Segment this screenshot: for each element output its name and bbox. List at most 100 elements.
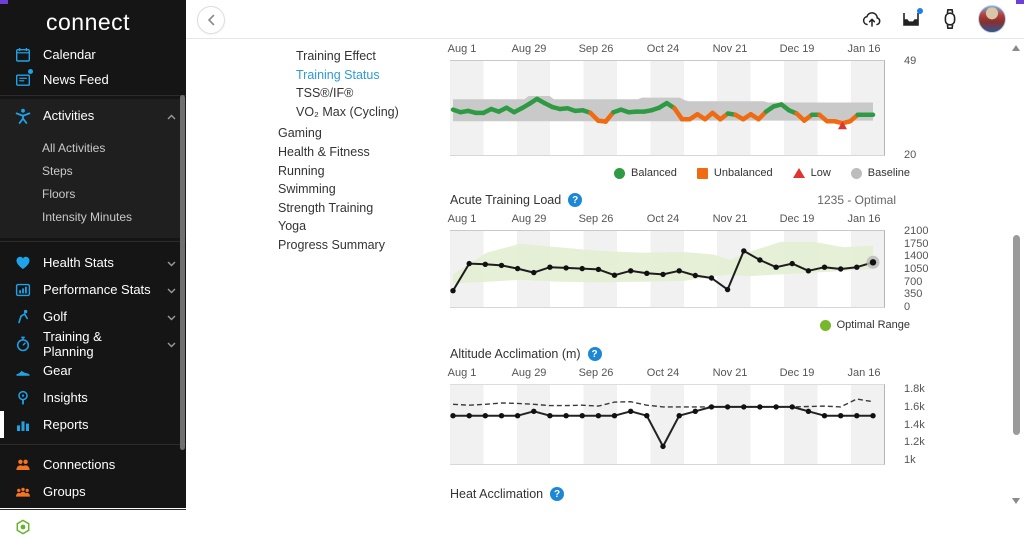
nav-item-progress-summary[interactable]: Progress Summary: [278, 237, 385, 252]
sidebar-item-label: Health Stats: [43, 255, 114, 270]
notifications-tray-icon[interactable]: [900, 8, 923, 30]
chevron-down-icon: [167, 282, 176, 297]
connect-logo[interactable]: connect: [46, 9, 131, 35]
acute-training-load-plot: [450, 230, 885, 308]
x-axis-labels: Aug 1 Aug 29 Sep 26 Oct 24 Nov 21 Dec 19 Jan 1…: [447, 213, 881, 225]
chart-title: Altitude Acclimation (m): [450, 347, 581, 361]
help-icon[interactable]: ?: [587, 347, 602, 361]
nav-item-swimming[interactable]: Swimming: [278, 182, 336, 197]
sidebar-item-all-activities[interactable]: All Activities: [42, 140, 106, 155]
reports-nav-menu: Training Effect Training Status TSS®/IF®…: [278, 47, 446, 255]
back-button[interactable]: [197, 6, 225, 34]
sidebar-divider: [0, 95, 186, 96]
nav-item-training-effect[interactable]: Training Effect: [296, 49, 376, 63]
sidebar-item-golf[interactable]: Golf: [0, 303, 186, 330]
chevron-up-icon: [167, 108, 176, 123]
charts-column: Aug 1 Aug 29 Sep 26 Oct 24 Nov 21 Dec 19 Jan 1…: [447, 43, 950, 501]
current-value-label: 1235 - Optimal: [817, 193, 896, 207]
sidebar-item-label: Gear: [43, 363, 72, 378]
sidebar-item-performance-stats[interactable]: Performance Stats: [0, 276, 186, 303]
sidebar-item-label: Activities: [43, 108, 95, 123]
nav-item-tss-if[interactable]: TSS®/IF®: [296, 86, 354, 101]
insights-pin-icon: [14, 389, 31, 406]
sidebar-item-gear[interactable]: Gear: [0, 357, 186, 384]
sidebar-item-label: News Feed: [43, 72, 109, 87]
calendar-icon: [14, 46, 31, 63]
chevron-down-icon: [167, 309, 176, 324]
page-scrollbar-thumb[interactable]: [1013, 235, 1020, 435]
sidebar-item-connections[interactable]: Connections: [0, 451, 186, 478]
sidebar-item-steps[interactable]: Steps: [42, 163, 73, 178]
activities-icon: [14, 107, 31, 124]
scroll-up-arrow[interactable]: [1012, 45, 1020, 51]
help-icon[interactable]: ?: [550, 487, 565, 501]
nav-item-gaming[interactable]: Gaming: [278, 126, 322, 141]
acute-training-load-chart: Acute Training Load ? 1235 - Optimal Aug…: [447, 193, 950, 331]
sidebar-item-label: Badges: [43, 519, 88, 535]
notification-badge: [917, 8, 923, 14]
sidebar-item-intensity-minutes[interactable]: Intensity Minutes: [42, 209, 133, 224]
chart-title: Heat Acclimation: [450, 487, 544, 501]
sidebar-item-news-feed[interactable]: News Feed: [0, 67, 186, 92]
page-scrollbar[interactable]: [1009, 39, 1023, 508]
cloud-sync-icon[interactable]: [861, 8, 883, 30]
nav-item-strength-training[interactable]: Strength Training: [278, 200, 374, 215]
shoe-icon: [14, 362, 31, 379]
activities-group: Activities All Activities Steps Floors I…: [0, 99, 186, 238]
nav-item-running[interactable]: Running: [278, 163, 325, 178]
training-status-plot: [450, 60, 885, 156]
badge-hexagon-icon: [14, 519, 31, 536]
nav-item-health-fitness[interactable]: Health & Fitness: [278, 144, 370, 159]
screen-corner-artifact: [0, 0, 8, 4]
chart-title: Acute Training Load: [450, 193, 562, 207]
x-axis-labels: Aug 1 Aug 29 Sep 26 Oct 24 Nov 21 Dec 19 Jan 1…: [447, 367, 881, 379]
connections-people-icon: [14, 456, 31, 473]
sidebar-item-floors[interactable]: Floors: [42, 186, 76, 201]
main-content: Training Effect Training Status TSS®/IF®…: [186, 39, 1024, 508]
sidebar-item-health-stats[interactable]: Health Stats: [0, 249, 186, 276]
golfer-icon: [14, 308, 31, 325]
sidebar-item-calendar[interactable]: Calendar: [0, 42, 186, 67]
sidebar-scrollbar-thumb[interactable]: [180, 95, 185, 450]
sidebar-divider: [0, 241, 186, 242]
chevron-down-icon: [167, 255, 176, 270]
altitude-acclimation-chart: Altitude Acclimation (m) ? Aug 1 Aug 29 Se…: [447, 347, 950, 466]
sidebar-divider: [0, 444, 186, 445]
sidebar-item-label: Connections: [43, 457, 116, 472]
heat-acclimation-chart: Heat Acclimation ?: [450, 487, 950, 501]
sidebar-item-label: Golf: [43, 309, 67, 324]
training-status-chart: Aug 1 Aug 29 Sep 26 Oct 24 Nov 21 Dec 19 Jan 1…: [447, 43, 950, 179]
sidebar-item-activities[interactable]: Activities: [0, 101, 186, 130]
device-watch-icon[interactable]: [939, 8, 961, 30]
stopwatch-icon: [14, 335, 31, 352]
sidebar-divider: [0, 509, 186, 510]
sidebar-item-badges[interactable]: Badges: [0, 513, 186, 541]
performance-chart-icon: [14, 281, 31, 298]
acute-training-load-legend: Optimal Range: [450, 319, 910, 331]
nav-item-yoga[interactable]: Yoga: [278, 219, 307, 234]
help-icon[interactable]: ?: [568, 193, 583, 207]
nav-item-training-status[interactable]: Training Status: [296, 67, 380, 82]
screen-corner-artifact: [1016, 0, 1024, 4]
sidebar-item-groups[interactable]: Groups: [0, 478, 186, 505]
heart-icon: [14, 254, 31, 271]
top-bar: [186, 0, 1024, 39]
avatar[interactable]: [978, 5, 1006, 33]
scroll-down-arrow[interactable]: [1012, 498, 1020, 504]
sidebar-item-label: Calendar: [43, 47, 96, 62]
sidebar-item-label: Performance Stats: [43, 282, 151, 297]
sidebar-item-training-planning[interactable]: Training & Planning: [0, 329, 186, 359]
news-feed-badge: [28, 69, 33, 74]
x-axis-labels: Aug 1 Aug 29 Sep 26 Oct 24 Nov 21 Dec 19 Jan 1…: [447, 43, 881, 55]
sidebar: connect Calendar News Feed Activities Al…: [0, 0, 186, 535]
sidebar-item-insights[interactable]: Insights: [0, 384, 186, 411]
news-feed-icon: [14, 69, 33, 88]
sidebar-item-reports[interactable]: Reports: [0, 411, 186, 438]
sidebar-item-label: Groups: [43, 484, 86, 499]
chevron-down-icon: [167, 336, 176, 351]
groups-people-icon: [14, 483, 31, 500]
training-status-legend: Balanced Unbalanced Low Baseline: [450, 167, 910, 179]
nav-item-vo2-max-cycling[interactable]: VO₂ Max (Cycling): [296, 104, 399, 119]
sidebar-item-label: Insights: [43, 390, 88, 405]
altitude-acclimation-plot: [450, 384, 885, 465]
